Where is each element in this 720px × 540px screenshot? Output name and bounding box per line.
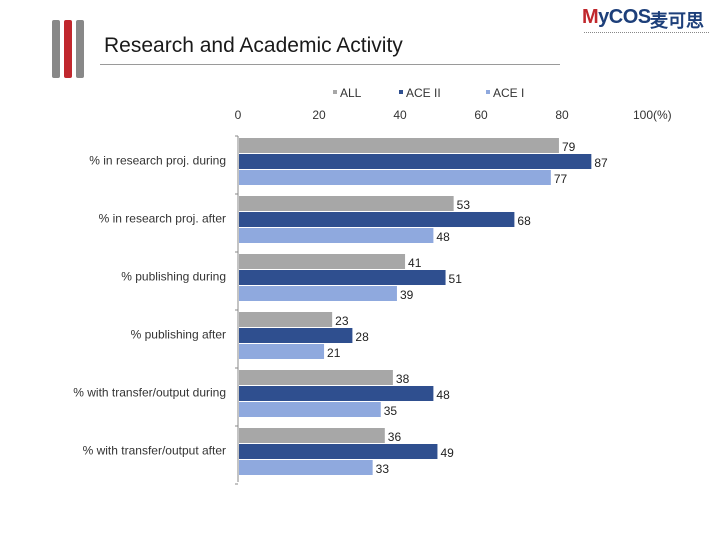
bar [239, 228, 434, 243]
data-label: 33 [376, 462, 390, 476]
data-label: 38 [396, 372, 410, 386]
data-label: 87 [594, 156, 608, 170]
x-tick-label: 40 [393, 108, 407, 122]
x-tick-label: 80 [555, 108, 569, 122]
data-label: 28 [355, 330, 369, 344]
page-title: Research and Academic Activity [104, 34, 403, 57]
bar [239, 212, 515, 227]
legend-swatch [399, 90, 403, 94]
chart-labels: % in research proj. during 79 87 77 % in res… [73, 140, 608, 476]
legend-label: ACE I [493, 86, 524, 100]
data-label: 53 [457, 198, 471, 212]
data-label: 68 [517, 214, 531, 228]
data-label: 21 [327, 346, 341, 360]
bar [239, 254, 406, 269]
data-label: 77 [554, 172, 568, 186]
bar [239, 428, 385, 443]
chart-bars [239, 138, 592, 475]
data-label: 41 [408, 256, 422, 270]
x-axis: 0 20 40 60 80 100 (%) [235, 108, 672, 485]
bar [239, 138, 559, 153]
category-label: % with transfer/output after [83, 444, 226, 458]
bar [239, 312, 333, 327]
bar [239, 286, 397, 301]
decorative-bar-red [64, 20, 72, 78]
bar [239, 370, 393, 385]
category-label: % in research proj. during [89, 154, 226, 168]
bar [239, 460, 373, 475]
category-label: % publishing during [121, 270, 226, 284]
bar [239, 196, 454, 211]
mycos-logo: MyCOS 麦可思 [582, 6, 714, 44]
data-label: 49 [440, 446, 454, 460]
x-tick-label: 60 [474, 108, 488, 122]
bar [239, 344, 325, 359]
decorative-bar-gray [52, 20, 60, 78]
category-label: % in research proj. after [99, 212, 226, 226]
chart-legend: ALL ACE II ACE I [333, 86, 524, 100]
x-tick-label: 20 [312, 108, 326, 122]
logo-wordmark: MyCOS [582, 6, 651, 28]
legend-label: ACE II [406, 86, 441, 100]
legend-label: ALL [340, 86, 362, 100]
x-tick-label: 100 [633, 108, 653, 122]
header-divider [100, 64, 560, 65]
x-axis-unit: (%) [653, 108, 672, 122]
legend-swatch [333, 90, 337, 94]
category-label: % publishing after [131, 328, 226, 342]
data-label: 48 [436, 388, 450, 402]
bar [239, 170, 551, 185]
decorative-bar-gray [76, 20, 84, 78]
data-label: 36 [388, 430, 402, 444]
bar [239, 154, 592, 169]
bar [239, 402, 381, 417]
bar [239, 386, 434, 401]
category-label: % with transfer/output during [73, 386, 226, 400]
data-label: 23 [335, 314, 349, 328]
x-tick-label: 0 [235, 108, 242, 122]
logo-underline [584, 32, 709, 35]
data-label: 51 [449, 272, 463, 286]
data-label: 35 [384, 404, 398, 418]
bar [239, 270, 446, 285]
logo-chinese-name: 麦可思 [650, 11, 704, 32]
data-label: 39 [400, 288, 414, 302]
data-label: 79 [562, 140, 576, 154]
bar [239, 328, 353, 343]
data-label: 48 [436, 230, 450, 244]
legend-swatch [486, 90, 490, 94]
bar [239, 444, 438, 459]
